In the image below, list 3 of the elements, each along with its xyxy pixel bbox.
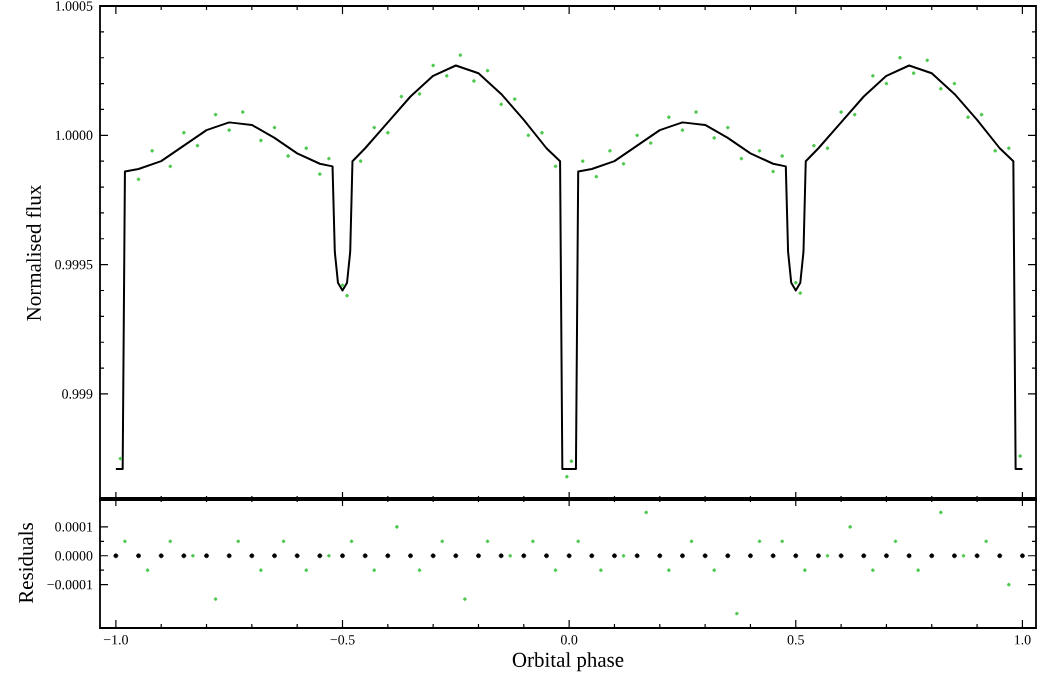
y-axis-title: Residuals bbox=[18, 523, 34, 604]
y-axis-title: Normalised flux bbox=[26, 184, 41, 321]
x-axis-title: Orbital phase bbox=[512, 652, 624, 672]
